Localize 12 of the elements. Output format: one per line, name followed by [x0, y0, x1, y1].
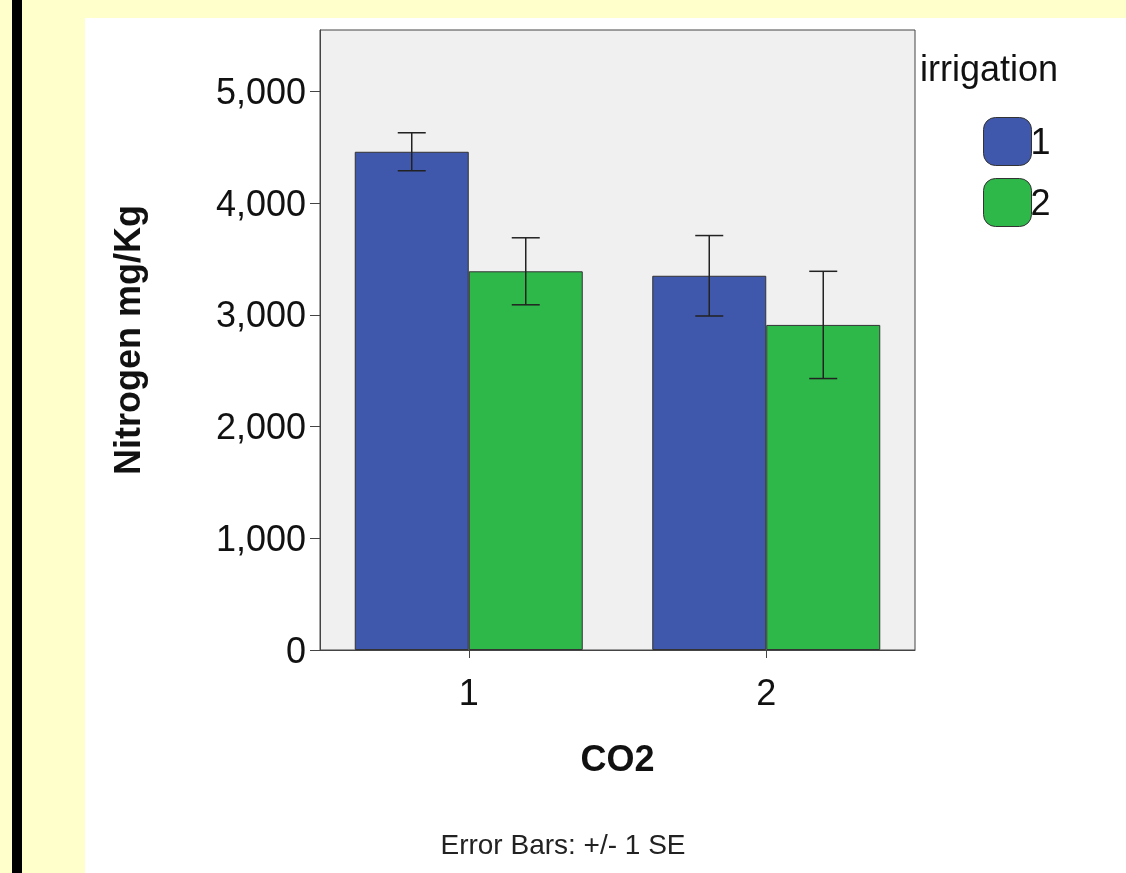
y-tick-label: 0: [285, 629, 306, 671]
legend-label: 1: [1030, 121, 1051, 162]
y-axis-title: Nitrogen mg/Kg: [106, 205, 148, 475]
text: Error Bars: +/- 1 SE: [440, 828, 686, 860]
y-tick-label: 1,000: [215, 517, 306, 559]
y-tick-label: 3,000: [215, 294, 306, 336]
y-tick-label: 4,000: [215, 182, 306, 224]
y-tick-label: 5,000: [215, 70, 306, 112]
legend-label: 2: [1030, 182, 1051, 223]
x-axis-title: CO2: [580, 737, 655, 779]
y-tick-label: 2,000: [215, 406, 306, 448]
legend-title: irrigation: [920, 47, 1059, 89]
